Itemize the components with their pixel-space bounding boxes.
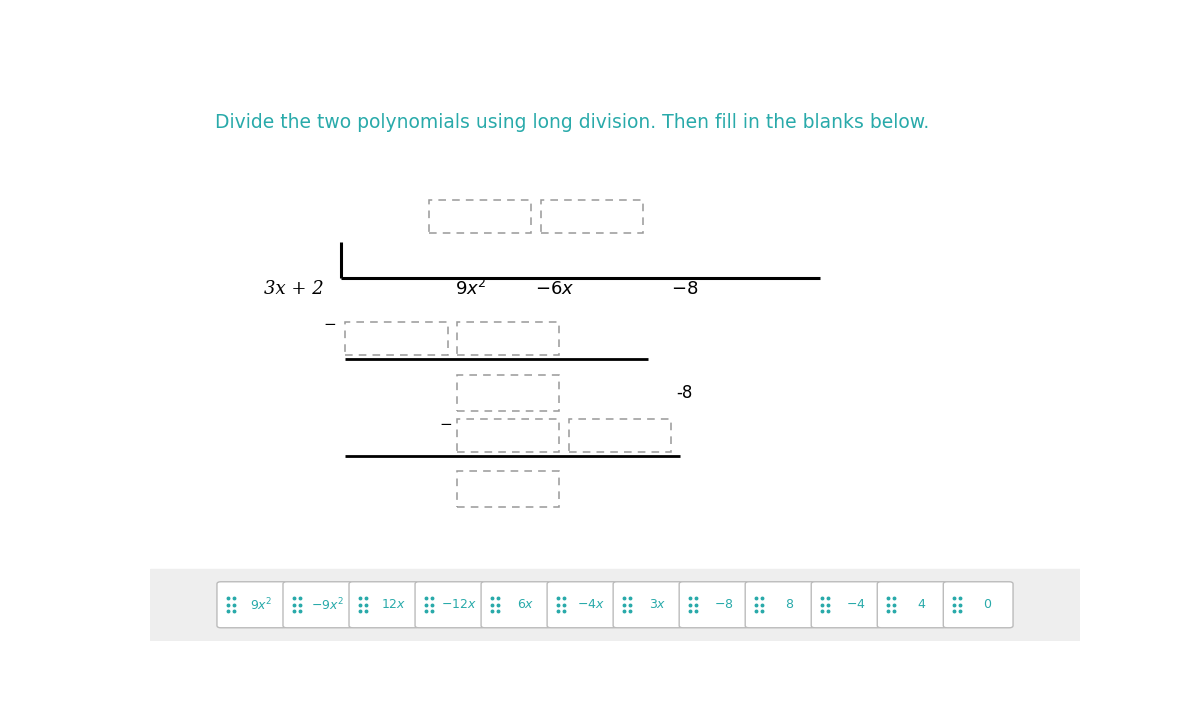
Text: $9x^2$: $9x^2$ bbox=[250, 596, 272, 613]
FancyBboxPatch shape bbox=[283, 582, 353, 628]
Text: $8$: $8$ bbox=[785, 598, 794, 611]
Text: $-8$: $-8$ bbox=[671, 280, 698, 298]
FancyBboxPatch shape bbox=[943, 582, 1013, 628]
Text: $0$: $0$ bbox=[983, 598, 992, 611]
FancyBboxPatch shape bbox=[415, 582, 485, 628]
Bar bbox=[150, 569, 1080, 641]
FancyBboxPatch shape bbox=[547, 582, 617, 628]
FancyBboxPatch shape bbox=[679, 582, 749, 628]
Text: $4$: $4$ bbox=[917, 598, 926, 611]
FancyBboxPatch shape bbox=[613, 582, 683, 628]
Text: 3x + 2: 3x + 2 bbox=[264, 280, 324, 298]
Text: Divide the two polynomials using long division. Then fill in the blanks below.: Divide the two polynomials using long di… bbox=[215, 113, 929, 132]
FancyBboxPatch shape bbox=[349, 582, 419, 628]
FancyBboxPatch shape bbox=[811, 582, 881, 628]
Text: -8: -8 bbox=[677, 384, 692, 402]
Text: $-9x^2$: $-9x^2$ bbox=[311, 596, 343, 613]
Text: −: − bbox=[439, 417, 452, 432]
Text: $3x$: $3x$ bbox=[649, 598, 666, 611]
Text: $9x^2$: $9x^2$ bbox=[455, 279, 487, 299]
Text: $12x$: $12x$ bbox=[380, 598, 406, 611]
Text: $-4x$: $-4x$ bbox=[577, 598, 605, 611]
Text: $6x$: $6x$ bbox=[516, 598, 534, 611]
FancyBboxPatch shape bbox=[745, 582, 815, 628]
Text: −: − bbox=[323, 318, 336, 333]
Text: $-6x$: $-6x$ bbox=[535, 280, 575, 298]
FancyBboxPatch shape bbox=[217, 582, 287, 628]
FancyBboxPatch shape bbox=[877, 582, 947, 628]
Text: $-8$: $-8$ bbox=[714, 598, 733, 611]
Text: $-4$: $-4$ bbox=[846, 598, 865, 611]
FancyBboxPatch shape bbox=[481, 582, 551, 628]
Text: $-12x$: $-12x$ bbox=[442, 598, 478, 611]
